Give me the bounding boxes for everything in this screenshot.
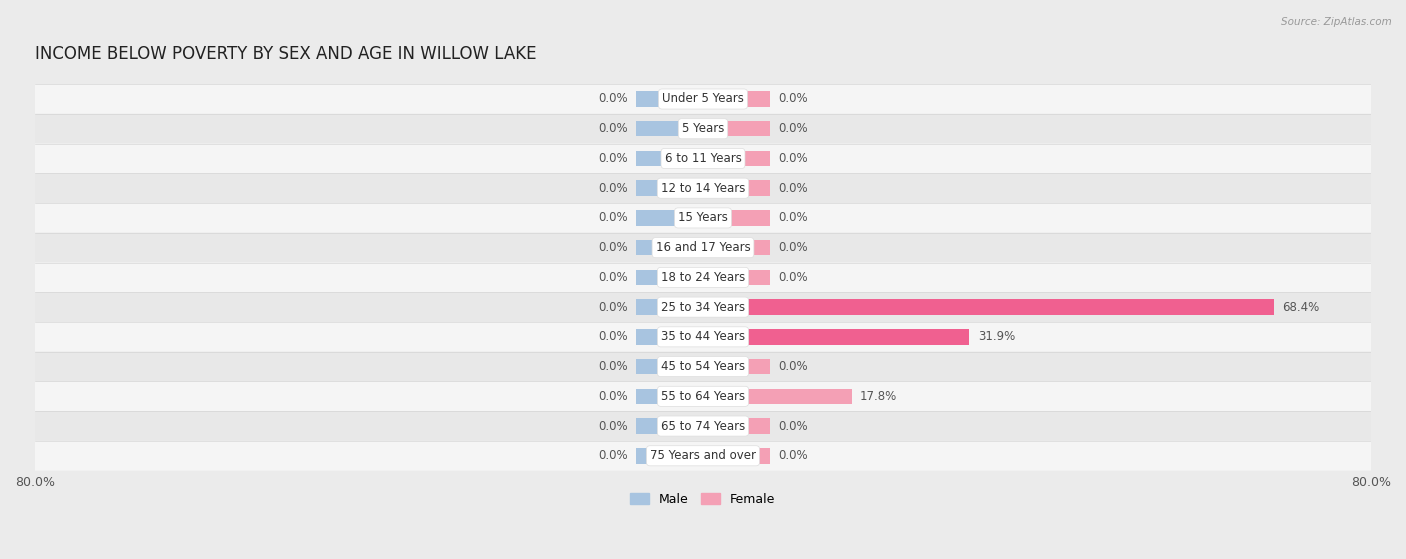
Text: 0.0%: 0.0%: [778, 92, 808, 106]
FancyBboxPatch shape: [35, 441, 1371, 471]
Text: 6 to 11 Years: 6 to 11 Years: [665, 152, 741, 165]
Bar: [703, 329, 969, 344]
Bar: [703, 359, 770, 375]
Text: 0.0%: 0.0%: [598, 211, 628, 224]
Text: 0.0%: 0.0%: [598, 360, 628, 373]
Bar: [703, 448, 770, 463]
Bar: [703, 240, 770, 255]
Bar: [636, 151, 703, 166]
Text: 65 to 74 Years: 65 to 74 Years: [661, 420, 745, 433]
Text: 31.9%: 31.9%: [977, 330, 1015, 343]
FancyBboxPatch shape: [35, 233, 1371, 263]
Bar: [636, 448, 703, 463]
Text: 0.0%: 0.0%: [598, 122, 628, 135]
Text: 0.0%: 0.0%: [598, 152, 628, 165]
Text: 0.0%: 0.0%: [778, 449, 808, 462]
Text: 0.0%: 0.0%: [778, 122, 808, 135]
Text: 0.0%: 0.0%: [778, 152, 808, 165]
Text: 45 to 54 Years: 45 to 54 Years: [661, 360, 745, 373]
FancyBboxPatch shape: [35, 84, 1371, 114]
Bar: [703, 300, 1274, 315]
Text: 0.0%: 0.0%: [778, 360, 808, 373]
Bar: [636, 240, 703, 255]
Bar: [636, 121, 703, 136]
FancyBboxPatch shape: [35, 144, 1371, 173]
Text: 0.0%: 0.0%: [598, 241, 628, 254]
FancyBboxPatch shape: [35, 292, 1371, 322]
Text: 12 to 14 Years: 12 to 14 Years: [661, 182, 745, 195]
Text: 0.0%: 0.0%: [598, 420, 628, 433]
Text: 0.0%: 0.0%: [598, 301, 628, 314]
Bar: [703, 389, 852, 404]
Bar: [703, 91, 770, 107]
FancyBboxPatch shape: [35, 114, 1371, 144]
Text: 25 to 34 Years: 25 to 34 Years: [661, 301, 745, 314]
Text: 0.0%: 0.0%: [778, 211, 808, 224]
Bar: [636, 269, 703, 285]
Text: 18 to 24 Years: 18 to 24 Years: [661, 271, 745, 284]
Text: 0.0%: 0.0%: [598, 330, 628, 343]
Bar: [703, 269, 770, 285]
Bar: [636, 91, 703, 107]
Text: 35 to 44 Years: 35 to 44 Years: [661, 330, 745, 343]
Text: 0.0%: 0.0%: [598, 390, 628, 403]
FancyBboxPatch shape: [35, 173, 1371, 203]
Text: 55 to 64 Years: 55 to 64 Years: [661, 390, 745, 403]
Bar: [636, 300, 703, 315]
Legend: Male, Female: Male, Female: [626, 488, 780, 511]
FancyBboxPatch shape: [35, 411, 1371, 441]
Text: 0.0%: 0.0%: [778, 420, 808, 433]
Bar: [636, 389, 703, 404]
Text: 17.8%: 17.8%: [860, 390, 897, 403]
FancyBboxPatch shape: [35, 381, 1371, 411]
FancyBboxPatch shape: [35, 352, 1371, 381]
Bar: [703, 181, 770, 196]
Text: Under 5 Years: Under 5 Years: [662, 92, 744, 106]
Text: 0.0%: 0.0%: [778, 271, 808, 284]
Bar: [636, 418, 703, 434]
Text: 0.0%: 0.0%: [778, 182, 808, 195]
Text: 0.0%: 0.0%: [778, 241, 808, 254]
FancyBboxPatch shape: [35, 203, 1371, 233]
Text: 16 and 17 Years: 16 and 17 Years: [655, 241, 751, 254]
FancyBboxPatch shape: [35, 322, 1371, 352]
Text: 0.0%: 0.0%: [598, 92, 628, 106]
Text: 68.4%: 68.4%: [1282, 301, 1320, 314]
Text: 5 Years: 5 Years: [682, 122, 724, 135]
Bar: [636, 181, 703, 196]
Text: 15 Years: 15 Years: [678, 211, 728, 224]
Bar: [636, 329, 703, 344]
Text: 0.0%: 0.0%: [598, 271, 628, 284]
FancyBboxPatch shape: [35, 263, 1371, 292]
Bar: [703, 151, 770, 166]
Bar: [636, 210, 703, 226]
Text: Source: ZipAtlas.com: Source: ZipAtlas.com: [1281, 17, 1392, 27]
Bar: [636, 359, 703, 375]
Text: 75 Years and over: 75 Years and over: [650, 449, 756, 462]
Bar: [703, 210, 770, 226]
Bar: [703, 121, 770, 136]
Text: 0.0%: 0.0%: [598, 449, 628, 462]
Text: 0.0%: 0.0%: [598, 182, 628, 195]
Text: INCOME BELOW POVERTY BY SEX AND AGE IN WILLOW LAKE: INCOME BELOW POVERTY BY SEX AND AGE IN W…: [35, 45, 537, 63]
Bar: [703, 418, 770, 434]
